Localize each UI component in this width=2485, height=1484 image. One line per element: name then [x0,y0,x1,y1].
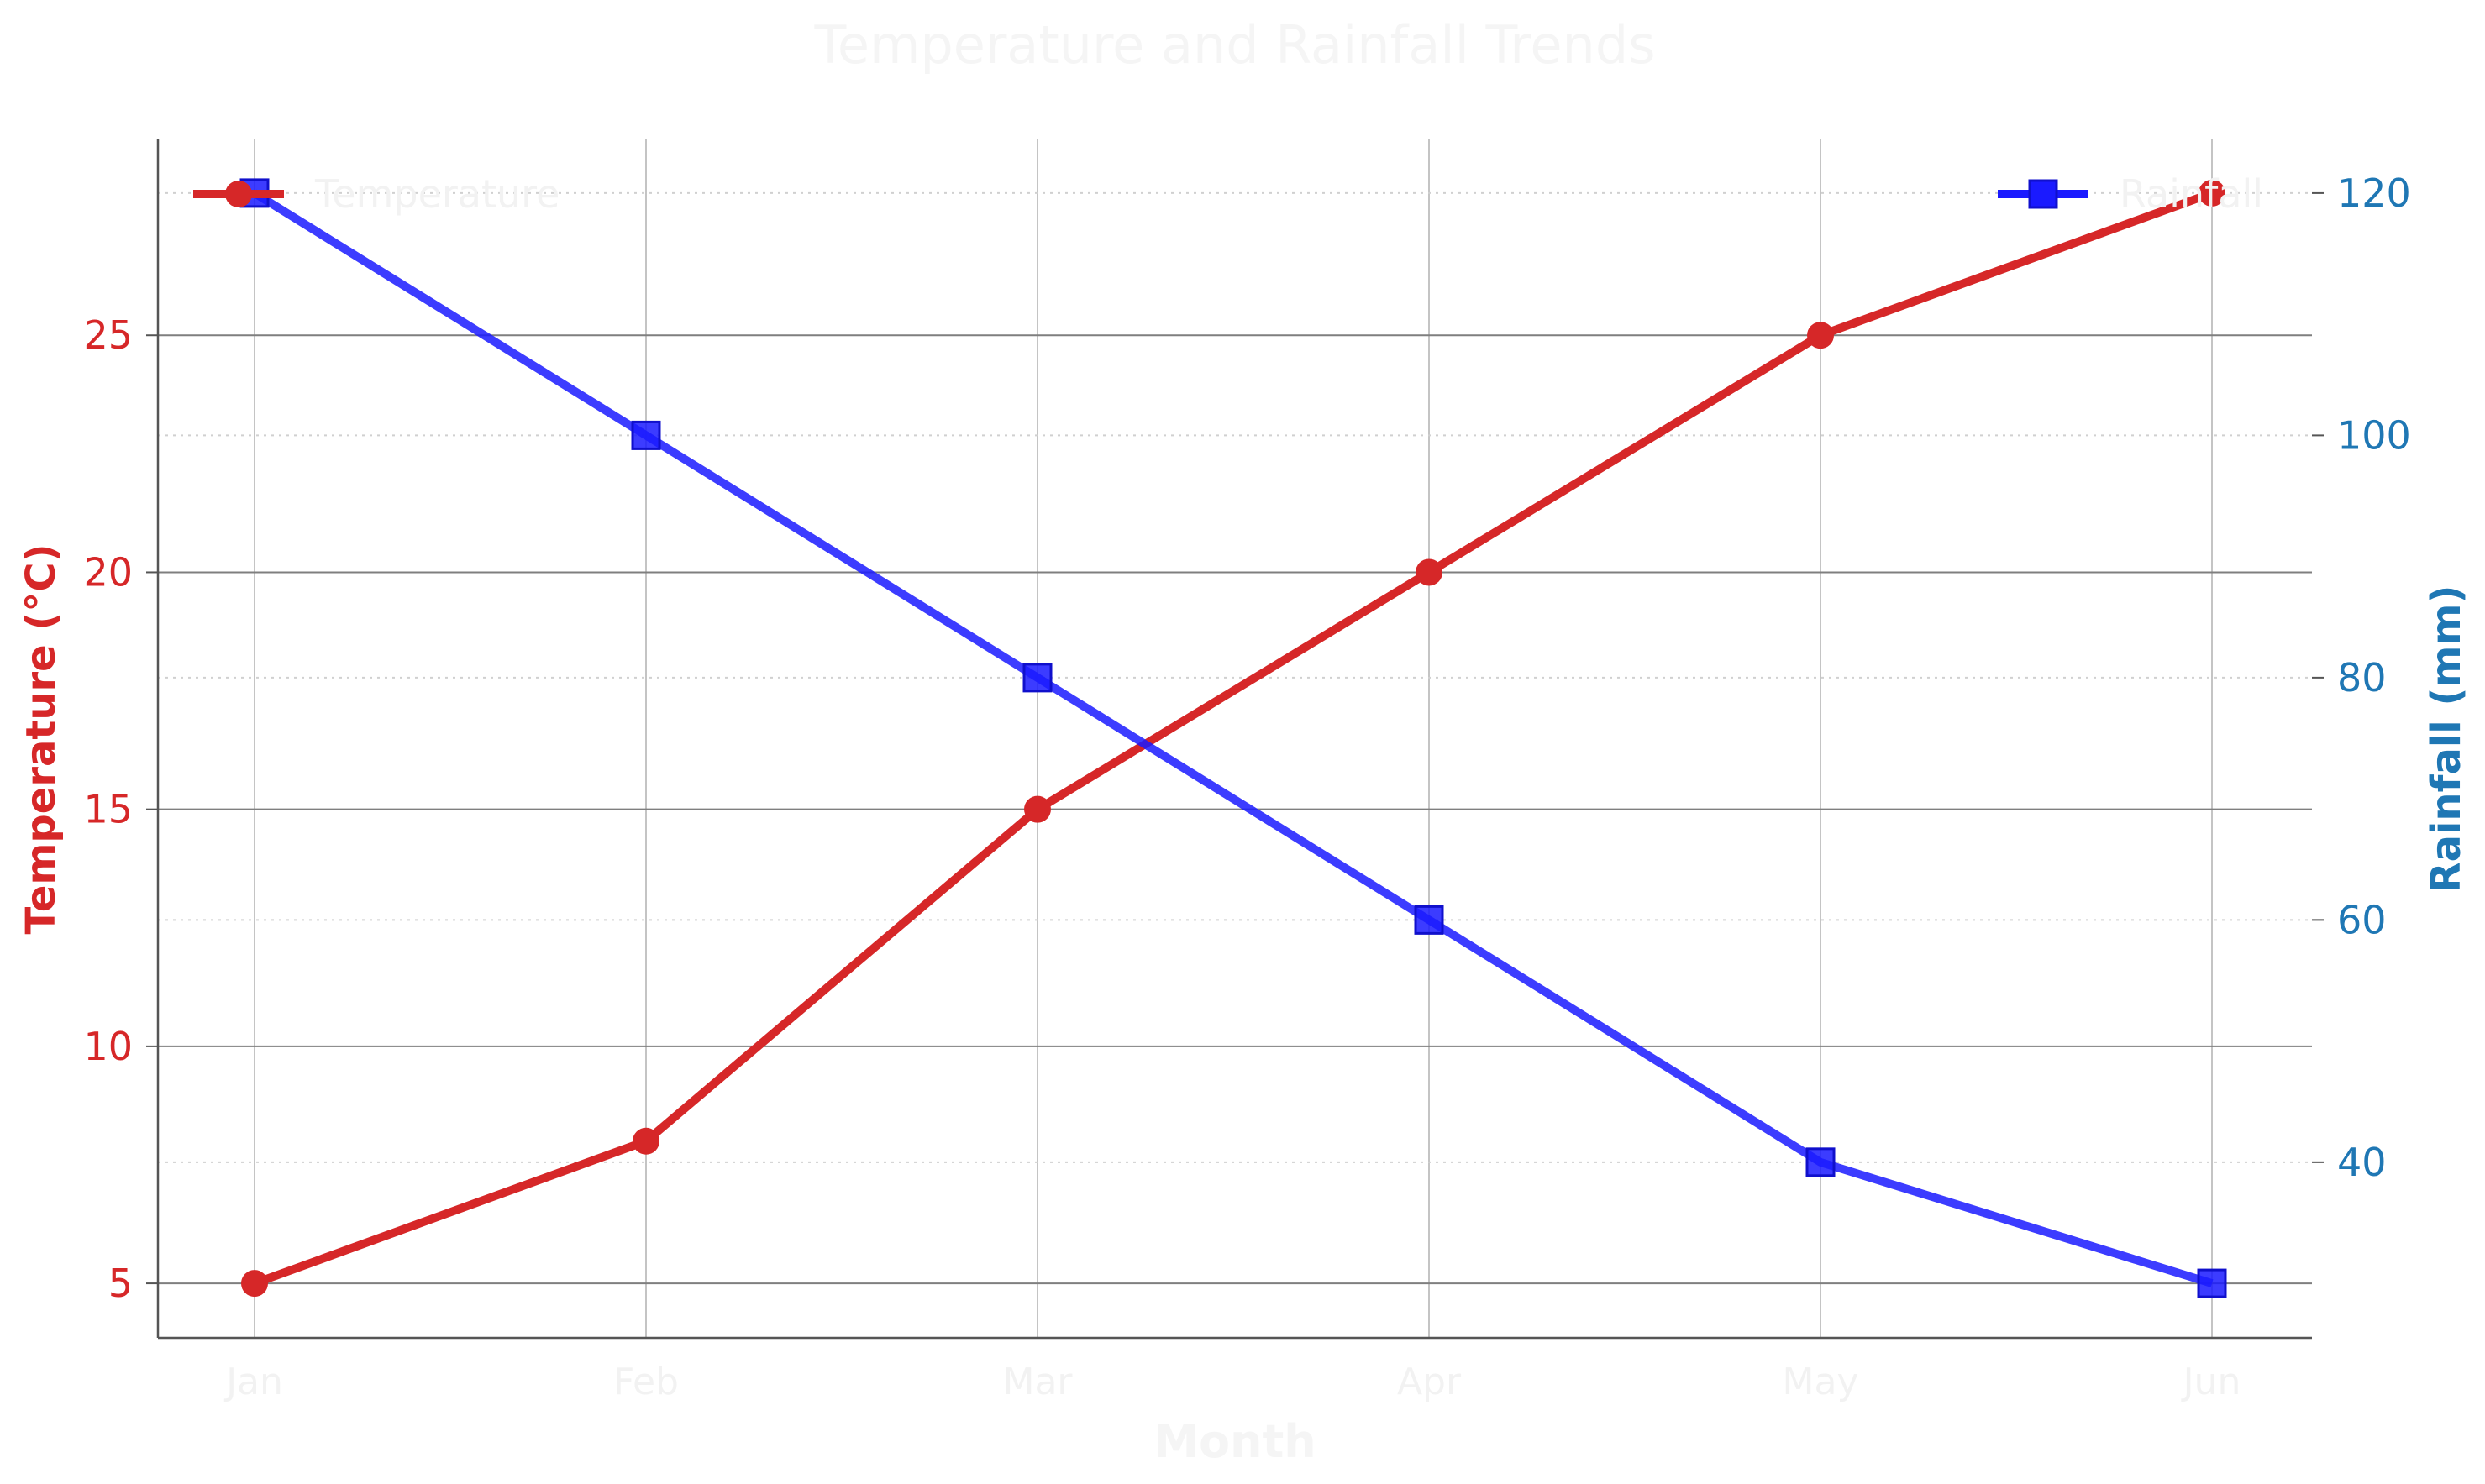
rainfall-point [2197,1268,2227,1298]
legend-temperature-marker [225,181,252,207]
y-left-tick-label: 20 [83,549,133,595]
temperature-point [2199,179,2225,207]
y-right-tick-label: 80 [2337,655,2387,700]
series-layer [239,178,2227,1298]
rainfall-line [252,189,2214,1287]
y-right-tick-label: 100 [2337,412,2411,458]
rainfall-point [1414,905,1444,935]
y-axis-right-label: Rainfall (mm) [2423,585,2470,894]
x-tick-label: Mar [1002,1361,1073,1403]
x-tick-label: Feb [613,1361,679,1403]
y-right-tick-label: 120 [2337,170,2411,216]
x-tick-label: May [1783,1361,1859,1403]
tick-labels: Jan Feb Mar Apr May Jun 5 10 15 20 25 40 60 80 100 120 [83,170,2410,1403]
grid-lines [158,139,2312,1338]
y-left-tick-label: 10 [83,1024,133,1069]
temperature-point [1416,558,1442,586]
x-axis-label: Month [1153,1415,1316,1468]
temperature-point [1807,322,1834,349]
temperature-line [253,189,2214,1287]
y-left-tick-label: 25 [83,312,133,358]
x-tick-label: Jan [223,1361,283,1403]
temperature-point [633,1127,659,1155]
x-tick-label: Apr [1397,1361,1462,1403]
temperature-point [241,1270,268,1298]
y-left-tick-label: 15 [83,787,133,832]
temperature-point [1024,795,1051,823]
y-right-tick-label: 40 [2337,1140,2387,1185]
rainfall-point [631,420,661,450]
chart-title: Temperature and Rainfall Trends [814,14,1656,76]
y-right-tick-label: 60 [2337,897,2387,942]
rainfall-point [1805,1147,1836,1177]
axes [146,139,2324,1340]
x-tick-label: Jun [2181,1361,2241,1403]
legend-rainfall-label: Rainfall [2120,171,2263,217]
rainfall-point [1022,663,1053,693]
legend-rainfall-marker [2028,179,2058,209]
legend-temperature-label: Temperature [314,171,560,217]
y-axis-left-label: Temperature (°C) [18,543,65,934]
y-left-tick-label: 5 [108,1261,133,1306]
legend: Temperature Rainfall [193,171,2263,217]
